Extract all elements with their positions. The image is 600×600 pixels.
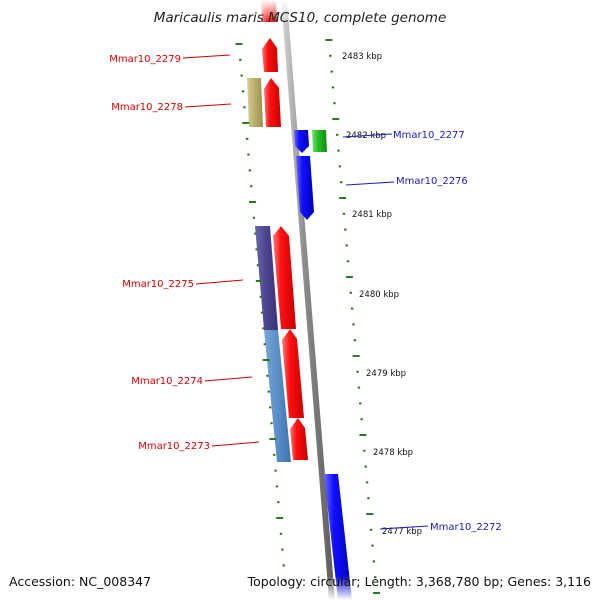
cds-mmar10-2277[interactable] <box>294 130 309 153</box>
gene-label[interactable]: Mmar10_2277 <box>393 130 465 141</box>
cds-mmar10-2279[interactable] <box>262 38 278 72</box>
scale-label: 2480 kbp <box>359 290 399 300</box>
scale-label: 2478 kbp <box>373 448 413 458</box>
gene-label[interactable]: Mmar10_2278 <box>111 102 183 113</box>
gene-labels-left: Mmar10_2279 Mmar10_2278 Mmar10_2275 Mmar… <box>109 54 210 452</box>
map-title: Maricaulis maris MCS10, complete genome <box>153 10 447 26</box>
scale-label: 2481 kbp <box>352 210 392 220</box>
scale-ticks <box>235 39 381 594</box>
gene-label[interactable]: Mmar10_2276 <box>396 176 468 187</box>
cds-mmar10-2272[interactable] <box>324 474 352 600</box>
cds-mmar10-2276[interactable] <box>296 156 314 220</box>
feature-mmar10-2274-2273[interactable] <box>264 330 291 462</box>
gene-label[interactable]: Mmar10_2275 <box>122 279 194 290</box>
gene-labels-right: Mmar10_2277 Mmar10_2276 Mmar10_2272 <box>393 130 502 533</box>
cds-mmar10-2278[interactable] <box>264 78 281 127</box>
scale-label: 2483 kbp <box>342 52 382 62</box>
accession-text: Accession: NC_008347 <box>9 574 152 589</box>
feature-mmar10-2277[interactable] <box>312 130 327 152</box>
gene-label[interactable]: Mmar10_2272 <box>430 522 502 533</box>
scale-label: 2479 kbp <box>366 369 406 379</box>
scale-label: 2477 kbp <box>382 527 422 537</box>
gene-label[interactable]: Mmar10_2279 <box>109 54 181 65</box>
cds-mmar10-2275[interactable] <box>273 226 296 329</box>
feature-mmar10-2275[interactable] <box>255 226 278 330</box>
genome-summary-text: Topology: circular; Length: 3,368,780 bp… <box>247 574 591 589</box>
feature-mmar10-2278[interactable] <box>247 78 263 127</box>
fade-bottom-overlay <box>300 576 380 600</box>
cds-mmar10-2273[interactable] <box>290 418 308 460</box>
scale-labels: 2483 kbp 2482 kbp 2481 kbp 2480 kbp 2479… <box>342 52 422 537</box>
fade-top-overlay <box>240 0 300 24</box>
gene-label[interactable]: Mmar10_2274 <box>131 376 203 387</box>
label-connectors <box>182 54 429 530</box>
gene-label[interactable]: Mmar10_2273 <box>138 441 210 452</box>
cds-mmar10-2274[interactable] <box>282 329 304 418</box>
backbone <box>281 0 335 600</box>
